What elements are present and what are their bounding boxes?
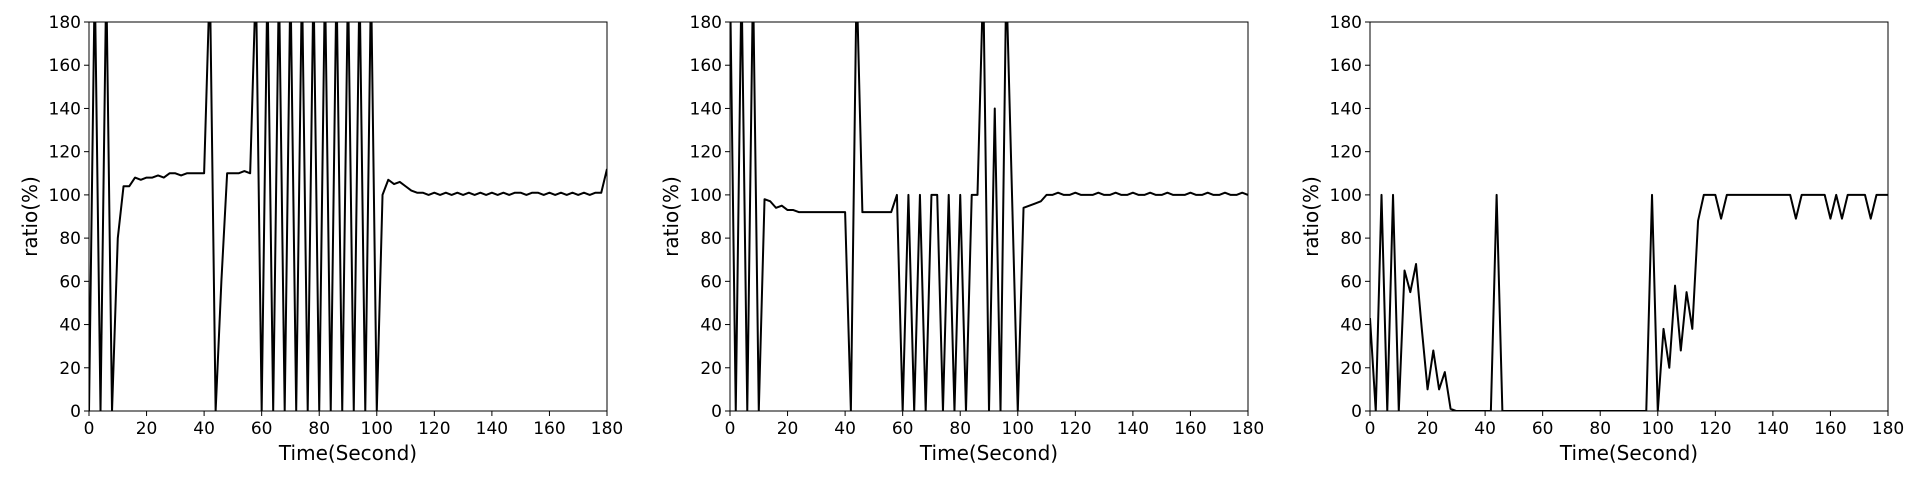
x-tick-label: 0 xyxy=(725,419,736,439)
y-tick-label: 0 xyxy=(70,402,81,422)
y-tick-label: 20 xyxy=(700,359,722,379)
y-tick-label: 180 xyxy=(1330,13,1362,33)
subplot: 0 20 40 60 80 100 120 140 160 180 0 20 40 60 80 100 120 1… xyxy=(1299,13,1904,465)
y-tick-label: 60 xyxy=(59,272,81,292)
x-tick-label: 180 xyxy=(1232,419,1264,439)
x-tick-label: 20 xyxy=(136,419,158,439)
x-tick-label: 140 xyxy=(476,419,508,439)
y-tick-label: 100 xyxy=(49,186,81,206)
x-tick-label: 160 xyxy=(1814,419,1846,439)
x-axis-label: Time(Second) xyxy=(919,441,1058,465)
x-tick-label: 80 xyxy=(308,419,330,439)
y-tick-label: 20 xyxy=(1340,359,1362,379)
x-tick-label: 20 xyxy=(1417,419,1439,439)
y-tick-label: 180 xyxy=(690,13,722,33)
y-tick-label: 20 xyxy=(59,359,81,379)
subplot: 0 20 40 60 80 100 120 140 160 180 0 20 40 60 80 100 120 1… xyxy=(659,13,1264,465)
x-tick-label: 180 xyxy=(591,419,623,439)
x-tick-label: 40 xyxy=(193,419,215,439)
y-tick-label: 120 xyxy=(690,143,722,163)
y-tick-label: 180 xyxy=(49,13,81,33)
y-tick-label: 40 xyxy=(59,316,81,336)
x-tick-label: 80 xyxy=(949,419,971,439)
y-axis-label: ratio(%) xyxy=(18,176,42,257)
x-tick-label: 60 xyxy=(892,419,914,439)
x-tick-label: 160 xyxy=(1174,419,1206,439)
x-tick-label: 120 xyxy=(1059,419,1091,439)
y-tick-label: 80 xyxy=(700,229,722,249)
y-tick-label: 60 xyxy=(1340,272,1362,292)
y-tick-label: 120 xyxy=(49,143,81,163)
y-tick-label: 140 xyxy=(49,99,81,119)
y-tick-label: 0 xyxy=(711,402,722,422)
x-tick-label: 140 xyxy=(1757,419,1789,439)
plot-frame xyxy=(1369,21,1889,412)
y-axis-label: ratio(%) xyxy=(1299,176,1323,257)
x-tick-label: 120 xyxy=(1699,419,1731,439)
y-tick-label: 160 xyxy=(49,56,81,76)
y-axis-label: ratio(%) xyxy=(659,176,683,257)
x-tick-label: 100 xyxy=(1002,419,1034,439)
x-tick-label: 140 xyxy=(1117,419,1149,439)
x-tick-label: 100 xyxy=(361,419,393,439)
y-tick-label: 0 xyxy=(1351,402,1362,422)
subplot: 0 20 40 60 80 100 120 140 160 180 0 20 40 60 80 100 120 1… xyxy=(18,13,623,465)
y-tick-label: 160 xyxy=(690,56,722,76)
y-tick-label: 100 xyxy=(1330,186,1362,206)
x-tick-label: 120 xyxy=(418,419,450,439)
y-tick-label: 40 xyxy=(1340,316,1362,336)
x-tick-label: 0 xyxy=(84,419,95,439)
y-tick-label: 100 xyxy=(690,186,722,206)
x-tick-label: 60 xyxy=(1532,419,1554,439)
x-tick-label: 180 xyxy=(1872,419,1904,439)
line-series xyxy=(730,22,1248,411)
x-tick-label: 40 xyxy=(834,419,856,439)
x-tick-label: 100 xyxy=(1642,419,1674,439)
x-tick-label: 80 xyxy=(1589,419,1611,439)
x-axis-label: Time(Second) xyxy=(1559,441,1698,465)
y-tick-label: 140 xyxy=(690,99,722,119)
x-tick-label: 40 xyxy=(1474,419,1496,439)
x-axis-label: Time(Second) xyxy=(278,441,417,465)
x-tick-label: 20 xyxy=(777,419,799,439)
y-tick-label: 140 xyxy=(1330,99,1362,119)
plot-frame xyxy=(729,21,1249,412)
x-tick-label: 160 xyxy=(533,419,565,439)
y-tick-label: 40 xyxy=(700,316,722,336)
y-tick-label: 60 xyxy=(700,272,722,292)
x-tick-label: 60 xyxy=(251,419,273,439)
plot-frame xyxy=(88,21,608,412)
line-series xyxy=(89,22,607,411)
y-tick-label: 160 xyxy=(1330,56,1362,76)
x-tick-label: 0 xyxy=(1365,419,1376,439)
line-series xyxy=(1370,193,1888,411)
y-tick-label: 120 xyxy=(1330,143,1362,163)
y-tick-label: 80 xyxy=(1340,229,1362,249)
y-tick-label: 80 xyxy=(59,229,81,249)
